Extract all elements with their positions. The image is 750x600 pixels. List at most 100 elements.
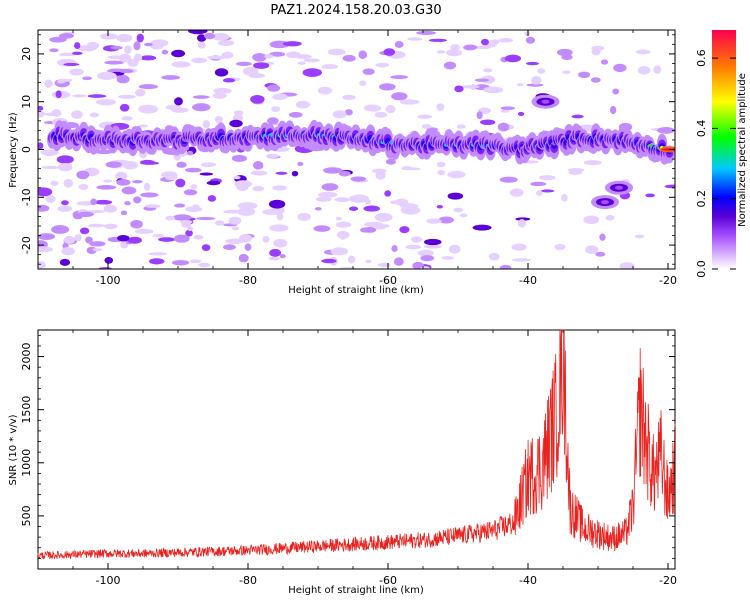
- noise-blob: [38, 233, 56, 241]
- snr-y-tick-label: 1500: [20, 396, 33, 424]
- noise-blob: [253, 161, 264, 170]
- noise-blob: [349, 194, 370, 203]
- noise-blob: [460, 85, 480, 89]
- noise-blob: [234, 180, 253, 188]
- noise-blob: [90, 198, 97, 206]
- noise-blob: [349, 206, 359, 211]
- noise-blob: [463, 44, 478, 51]
- noise-blob: [130, 219, 143, 229]
- noise-blob: [199, 172, 214, 176]
- noise-blob: [38, 142, 44, 150]
- noise-blob: [164, 173, 178, 181]
- noise-blob: [499, 176, 518, 183]
- spectrogram-x-tick-label: -40: [519, 274, 537, 287]
- noise-blob: [250, 95, 265, 104]
- noise-blob: [556, 48, 573, 57]
- noise-blob: [250, 170, 268, 176]
- noise-blob: [173, 234, 190, 243]
- noise-blob: [374, 226, 386, 230]
- noise-blob: [483, 86, 504, 94]
- noise-blob: [515, 217, 531, 221]
- noise-blob: [175, 178, 186, 188]
- noise-blob: [375, 171, 386, 180]
- noise-blob: [252, 52, 267, 62]
- noise-blob: [426, 218, 442, 224]
- noise-blob: [201, 244, 211, 251]
- noise-blob: [350, 176, 367, 182]
- noise-blob: [58, 162, 73, 172]
- noise-blob: [411, 236, 423, 243]
- noise-blob: [186, 150, 194, 156]
- noise-blob: [423, 244, 442, 249]
- noise-blob: [196, 34, 207, 42]
- snr-y-tick-label: 500: [20, 505, 33, 526]
- noise-blob: [158, 237, 176, 242]
- noise-blob: [213, 87, 232, 94]
- spectrogram-x-label: Height of straight line (km): [288, 285, 424, 296]
- noise-blob: [100, 33, 118, 40]
- noise-blob: [214, 115, 223, 124]
- heatmap-layer: [38, 30, 675, 269]
- noise-blob: [242, 66, 259, 76]
- noise-blob: [377, 262, 391, 268]
- noise-blob: [385, 105, 396, 114]
- noise-blob: [269, 224, 289, 232]
- noise-blob: [314, 207, 322, 211]
- noise-blob: [279, 254, 286, 259]
- noise-blob: [58, 52, 77, 57]
- noise-blob: [364, 221, 384, 227]
- noise-blob: [302, 68, 323, 77]
- noise-blob: [196, 216, 216, 221]
- noise-blob: [41, 165, 61, 170]
- noise-blob: [38, 261, 46, 269]
- noise-blob: [92, 248, 103, 252]
- noise-blob: [161, 75, 181, 80]
- noise-blob: [313, 225, 331, 232]
- noise-blob: [176, 161, 187, 168]
- colorbar-ticks: 0.0 0.2 0.4 0.6: [695, 49, 736, 278]
- noise-blob: [140, 159, 156, 165]
- noise-blob: [82, 76, 92, 81]
- noise-blob: [61, 246, 75, 256]
- snr-series-line: [37, 329, 676, 560]
- colorbar-tick-label: 0.0: [695, 260, 708, 278]
- noise-blob: [134, 89, 146, 97]
- noise-blob: [385, 158, 396, 165]
- noise-blob: [179, 219, 193, 225]
- noise-blob: [374, 212, 393, 222]
- spectrogram-y-tick-label: 0: [20, 146, 33, 153]
- noise-blob: [119, 103, 130, 112]
- noise-blob: [79, 227, 90, 235]
- noise-blob: [436, 161, 446, 168]
- noise-blob: [536, 190, 543, 196]
- noise-blob: [78, 183, 89, 191]
- noise-blob: [264, 54, 274, 59]
- ridge-peak-core: [661, 148, 675, 151]
- noise-blob: [63, 235, 76, 244]
- noise-blob: [635, 49, 651, 55]
- noise-blob: [583, 215, 600, 225]
- noise-blob: [244, 243, 252, 251]
- snr-y-label: SNR (10 * v/v): [8, 414, 19, 485]
- noise-blob: [436, 50, 446, 54]
- noise-blob: [335, 217, 343, 221]
- noise-blob: [383, 48, 396, 56]
- spectrogram-y-tick-label: 10: [20, 95, 33, 109]
- spectrogram-y-ticks: -20 -10 0 10 20: [20, 34, 675, 265]
- noise-blob: [297, 212, 311, 221]
- noise-blob: [115, 171, 128, 181]
- noise-blob: [127, 58, 139, 67]
- noise-blob: [165, 215, 175, 221]
- noise-blob: [174, 97, 183, 106]
- noise-blob: [428, 38, 447, 42]
- snr-frame: [37, 329, 676, 570]
- noise-blob: [282, 41, 302, 47]
- noise-blob: [138, 84, 159, 90]
- noise-blob: [446, 49, 463, 57]
- noise-blob: [268, 199, 286, 209]
- noise-blob: [121, 116, 133, 121]
- noise-blob: [233, 175, 241, 180]
- noise-blob: [237, 202, 258, 210]
- noise-blob: [192, 95, 210, 99]
